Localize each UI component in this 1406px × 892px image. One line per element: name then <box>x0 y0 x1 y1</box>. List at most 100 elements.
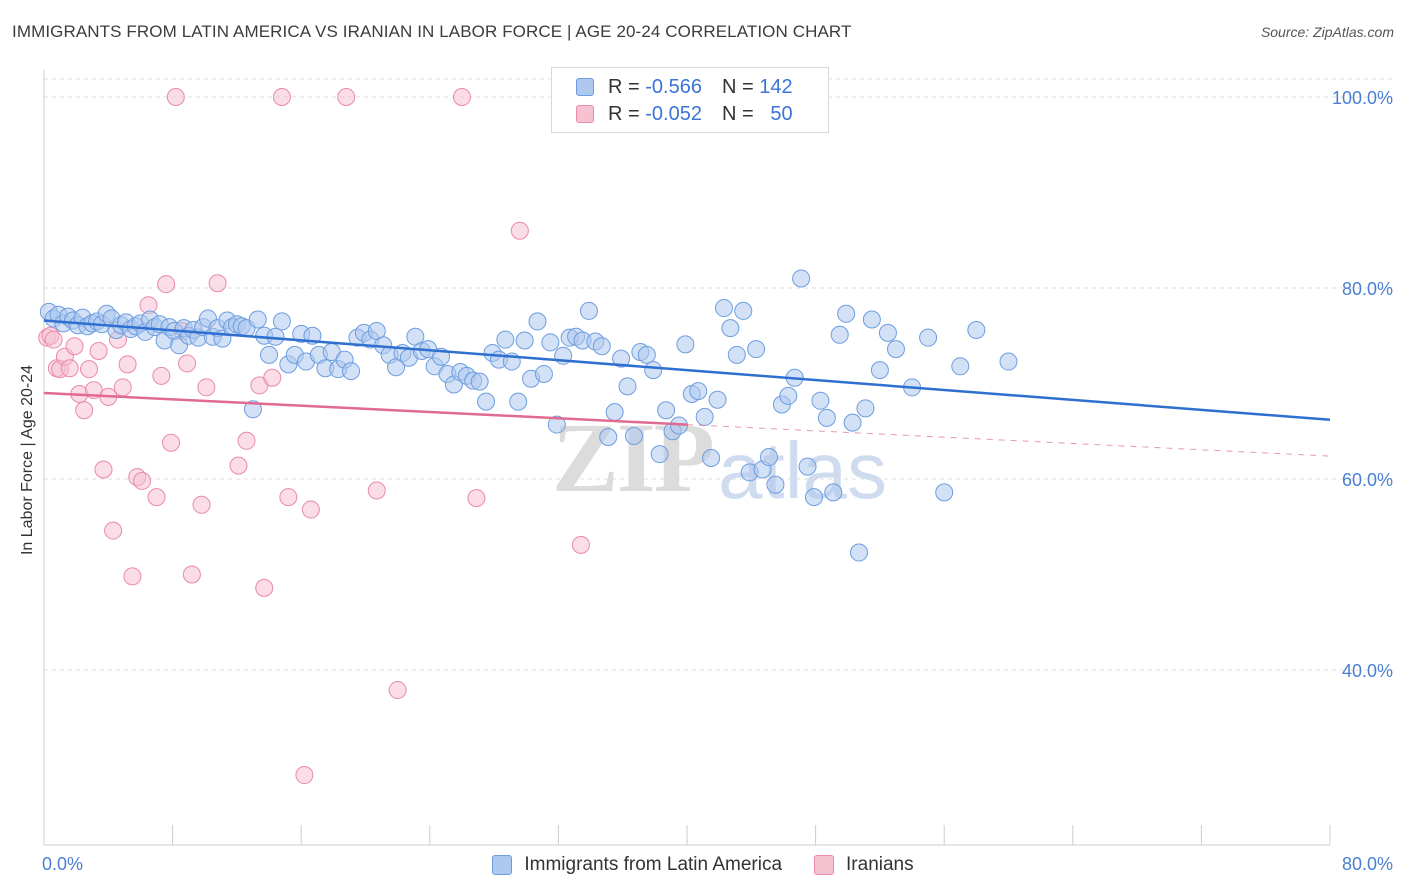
point-iranians-41 <box>295 766 314 785</box>
legend-swatch-pink <box>576 105 594 123</box>
source-credit: Source: ZipAtlas.com <box>1260 24 1394 40</box>
point-iranians-49 <box>571 535 590 554</box>
point-latin-america-132 <box>817 408 836 427</box>
point-iranians-43 <box>337 88 356 106</box>
point-latin-america-107 <box>657 401 676 420</box>
point-latin-america-109 <box>669 416 688 435</box>
point-iranians-39 <box>272 88 291 106</box>
point-latin-america-82 <box>496 330 515 349</box>
point-latin-america-126 <box>779 386 798 405</box>
point-latin-america-102 <box>624 427 643 446</box>
point-latin-america-117 <box>721 319 740 338</box>
legend-n-label-2: N = <box>721 102 754 125</box>
point-iranians-15 <box>104 521 123 540</box>
point-latin-america-124 <box>766 475 785 494</box>
point-latin-america-131 <box>811 391 830 410</box>
point-latin-america-79 <box>477 392 496 411</box>
point-iranians-18 <box>118 355 137 374</box>
legend-row-latin-america: R = -0.566 N = 142 <box>576 74 793 100</box>
point-latin-america-85 <box>515 331 534 350</box>
point-iranians-29 <box>178 354 197 373</box>
legend-item-iranians[interactable]: Iranians <box>814 854 914 876</box>
point-iranians-9 <box>75 401 94 420</box>
point-latin-america-137 <box>850 543 869 562</box>
point-latin-america-119 <box>734 301 753 320</box>
point-latin-america-129 <box>798 457 817 476</box>
legend-r-label-2: R = <box>608 102 640 125</box>
point-latin-america-142 <box>886 340 905 359</box>
trend-line-iranians-extrapolated <box>686 424 1331 457</box>
point-latin-america-136 <box>843 413 862 432</box>
point-latin-america-104 <box>637 345 656 364</box>
point-latin-america-45 <box>260 345 279 364</box>
y-axis-label: In Labor Force | Age 20-24 <box>19 364 36 556</box>
axes <box>43 70 1331 846</box>
point-latin-america-140 <box>870 361 889 380</box>
point-iranians-44 <box>367 481 386 500</box>
point-iranians-38 <box>263 368 282 387</box>
legend-n-value-1: 142 <box>759 75 793 98</box>
legend-r-value-2: -0.052 <box>645 102 702 125</box>
point-latin-america-105 <box>644 361 663 380</box>
point-latin-america-134 <box>830 325 849 344</box>
point-latin-america-138 <box>856 399 875 418</box>
point-latin-america-135 <box>837 304 856 323</box>
trend-lines <box>43 319 1331 457</box>
point-latin-america-99 <box>605 403 624 422</box>
tick-labels: 40.0% 60.0% 80.0% 100.0% 0.0% 80.0% <box>42 88 1393 874</box>
point-iranians-42 <box>301 500 320 519</box>
series-legend: Immigrants from Latin America Iranians <box>0 852 1406 878</box>
point-latin-america-148 <box>999 352 1018 371</box>
point-iranians-19 <box>123 567 142 586</box>
legend-item-iranians-label: Iranians <box>846 854 914 875</box>
point-iranians-33 <box>208 274 227 293</box>
point-iranians-7 <box>65 337 84 356</box>
point-iranians-30 <box>182 565 201 584</box>
point-iranians-23 <box>147 488 166 507</box>
trend-line-latin-america <box>43 319 1331 422</box>
point-latin-america-121 <box>747 340 766 359</box>
point-latin-america-78 <box>470 372 489 391</box>
point-iranians-46 <box>452 88 471 106</box>
legend-row-iranians: R = -0.052 N = 50 <box>576 101 793 127</box>
legend-n-label-1: N = <box>721 75 754 98</box>
iranians-points <box>38 88 590 785</box>
point-iranians-34 <box>229 456 248 475</box>
point-latin-america-112 <box>689 382 708 401</box>
legend-item-latin-america[interactable]: Immigrants from Latin America <box>492 854 782 876</box>
x-tick-label-max: 80.0% <box>1342 854 1393 874</box>
point-latin-america-101 <box>618 377 637 396</box>
chart-title: IMMIGRANTS FROM LATIN AMERICA VS IRANIAN… <box>12 22 852 41</box>
point-latin-america-139 <box>862 310 881 329</box>
point-latin-america-146 <box>951 357 970 376</box>
point-iranians-45 <box>388 681 407 700</box>
point-latin-america-144 <box>919 328 938 347</box>
point-latin-america-114 <box>702 448 721 467</box>
point-latin-america-84 <box>509 392 528 411</box>
y-tick-label-100: 100.0% <box>1332 88 1393 108</box>
point-iranians-13 <box>94 460 113 479</box>
legend-item-latin-america-label: Immigrants from Latin America <box>524 854 783 875</box>
point-latin-america-98 <box>599 427 618 446</box>
point-latin-america-47 <box>272 312 291 331</box>
legend-r-value-1: -0.566 <box>645 75 702 98</box>
point-iranians-35 <box>237 431 256 450</box>
point-iranians-37 <box>255 578 274 597</box>
correlation-legend: R = -0.566 N = 142 R = -0.052 N = 50 <box>551 67 829 133</box>
point-latin-america-90 <box>547 415 566 434</box>
point-latin-america-147 <box>967 321 986 340</box>
point-iranians-31 <box>192 495 211 514</box>
y-tick-label-60: 60.0% <box>1342 470 1393 490</box>
point-iranians-27 <box>166 88 185 106</box>
legend-r-label-1: R = <box>608 75 640 98</box>
point-iranians-32 <box>197 378 216 397</box>
point-latin-america-95 <box>579 301 598 320</box>
point-iranians-47 <box>467 489 486 508</box>
point-iranians-17 <box>113 378 132 397</box>
point-latin-america-87 <box>528 312 547 331</box>
point-latin-america-130 <box>804 488 823 507</box>
point-latin-america-89 <box>541 333 560 352</box>
legend-n-value-2: 50 <box>770 102 793 125</box>
point-iranians-12 <box>89 342 108 361</box>
legend-swatch-blue <box>576 78 594 96</box>
